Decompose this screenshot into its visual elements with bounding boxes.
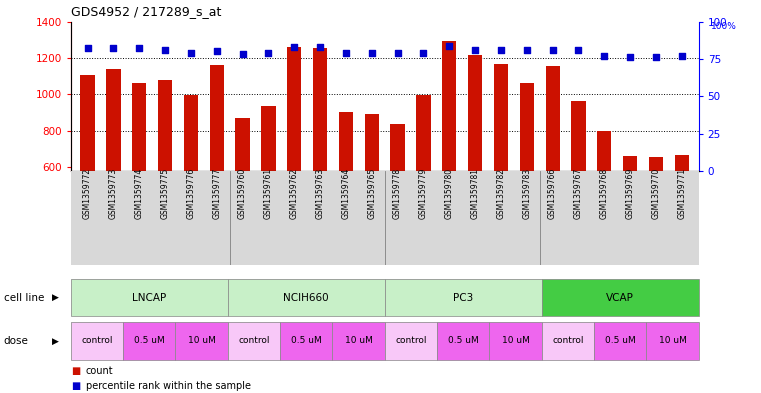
Point bbox=[185, 50, 197, 56]
Text: 0.5 uM: 0.5 uM bbox=[134, 336, 164, 345]
Text: GDS4952 / 217289_s_at: GDS4952 / 217289_s_at bbox=[71, 5, 221, 18]
Text: 10 uM: 10 uM bbox=[501, 336, 530, 345]
Point bbox=[237, 51, 249, 58]
Text: PC3: PC3 bbox=[453, 293, 473, 303]
Point bbox=[314, 44, 326, 50]
Text: cell line: cell line bbox=[4, 293, 44, 303]
Point bbox=[81, 45, 94, 51]
Point bbox=[598, 53, 610, 59]
Bar bbox=[107, 69, 120, 277]
Text: ■: ■ bbox=[71, 366, 80, 376]
Text: control: control bbox=[552, 336, 584, 345]
Point bbox=[521, 47, 533, 53]
Bar bbox=[158, 80, 172, 277]
Point bbox=[133, 45, 145, 51]
Bar bbox=[339, 112, 353, 277]
Bar bbox=[287, 47, 301, 277]
Text: 10 uM: 10 uM bbox=[188, 336, 215, 345]
Text: ■: ■ bbox=[71, 381, 80, 391]
Text: control: control bbox=[395, 336, 427, 345]
Text: LNCAP: LNCAP bbox=[132, 293, 167, 303]
Point bbox=[572, 47, 584, 53]
Bar bbox=[390, 124, 405, 277]
Bar bbox=[494, 64, 508, 277]
Text: 0.5 uM: 0.5 uM bbox=[291, 336, 322, 345]
Text: count: count bbox=[86, 366, 113, 376]
Point bbox=[159, 47, 171, 53]
Bar bbox=[546, 66, 560, 277]
Point bbox=[469, 47, 481, 53]
Text: ▶: ▶ bbox=[52, 293, 59, 302]
Point bbox=[288, 44, 301, 50]
Bar bbox=[649, 157, 663, 277]
Bar bbox=[442, 41, 457, 277]
Point bbox=[211, 48, 223, 55]
Point bbox=[650, 54, 662, 61]
Bar bbox=[261, 106, 275, 277]
Text: control: control bbox=[81, 336, 113, 345]
Bar bbox=[572, 101, 585, 277]
Text: 0.5 uM: 0.5 uM bbox=[447, 336, 479, 345]
Text: dose: dose bbox=[4, 336, 29, 346]
Point bbox=[366, 50, 378, 56]
Text: percentile rank within the sample: percentile rank within the sample bbox=[86, 381, 251, 391]
Text: 10 uM: 10 uM bbox=[345, 336, 372, 345]
Bar bbox=[520, 83, 534, 277]
Bar bbox=[597, 131, 611, 277]
Point bbox=[107, 45, 119, 51]
Bar bbox=[623, 156, 637, 277]
Bar bbox=[184, 95, 198, 277]
Bar bbox=[416, 95, 431, 277]
Point bbox=[624, 54, 636, 61]
Point bbox=[391, 50, 403, 56]
Bar bbox=[468, 55, 482, 277]
Text: NCIH660: NCIH660 bbox=[283, 293, 329, 303]
Point bbox=[546, 47, 559, 53]
Text: 0.5 uM: 0.5 uM bbox=[605, 336, 635, 345]
Point bbox=[340, 50, 352, 56]
Bar bbox=[675, 154, 689, 277]
Bar bbox=[209, 65, 224, 277]
Text: 10 uM: 10 uM bbox=[658, 336, 686, 345]
Text: control: control bbox=[238, 336, 269, 345]
Bar bbox=[132, 83, 146, 277]
Point bbox=[676, 53, 688, 59]
Bar bbox=[81, 75, 94, 277]
Bar bbox=[235, 118, 250, 277]
Text: VCAP: VCAP bbox=[607, 293, 634, 303]
Point bbox=[443, 42, 455, 49]
Point bbox=[495, 47, 507, 53]
Bar bbox=[313, 48, 327, 277]
Text: ▶: ▶ bbox=[52, 336, 59, 345]
Bar bbox=[365, 114, 379, 277]
Text: 100%: 100% bbox=[712, 22, 737, 31]
Point bbox=[417, 50, 429, 56]
Point bbox=[263, 50, 275, 56]
